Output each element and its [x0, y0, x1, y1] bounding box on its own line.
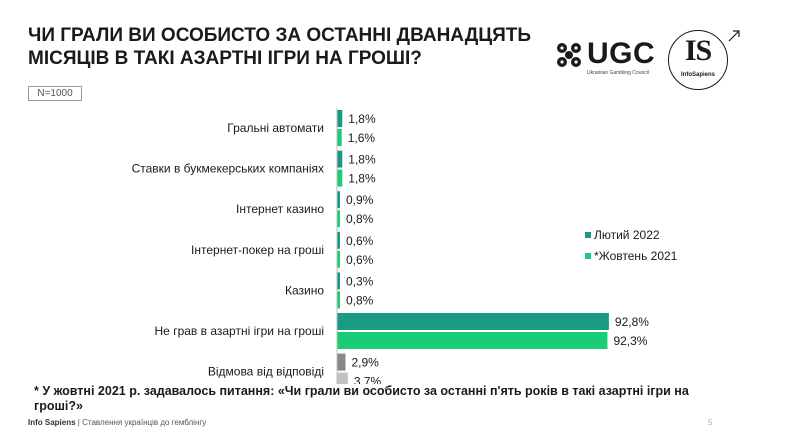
category-label: Не грав в азартні ігри на гроші — [155, 324, 324, 338]
footnote: * У жовтні 2021 р. задавалось питання: «… — [34, 384, 689, 413]
footer-separator: | — [75, 418, 83, 427]
title-line-1: ЧИ ГРАЛИ ВИ ОСОБИСТО ЗА ОСТАННІ ДВАНАДЦЯ… — [28, 25, 532, 46]
ugc-logo-text: UGC — [587, 37, 656, 70]
page-title: ЧИ ГРАЛИ ВИ ОСОБИСТО ЗА ОСТАННІ ДВАНАДЦЯ… — [28, 24, 548, 70]
legend-label: Лютий 2022 — [594, 228, 660, 242]
bar-oct-2021 — [337, 250, 340, 268]
data-label: 3,7% — [354, 375, 382, 384]
bar-chart: Гральні автомати 1,8% 1,6% Ставки в букмеке… — [132, 108, 678, 384]
footer-brand: Info Sapiens — [28, 418, 76, 427]
ugc-clover-icon — [557, 43, 581, 67]
bar-oct-2021 — [337, 129, 342, 146]
legend-swatch — [585, 232, 591, 238]
data-label: 0,3% — [346, 274, 374, 288]
footer-report-name: Ставлення українців до гемблінгу — [82, 418, 207, 427]
data-label: 2,9% — [351, 356, 379, 370]
bar-feb-2022 — [337, 313, 609, 330]
category-label: Інтернет казино — [236, 202, 324, 216]
bar-oct-2021 — [337, 291, 340, 309]
category-label: Ставки в букмекерських компаніях — [132, 162, 324, 176]
data-label: 0,9% — [346, 193, 374, 207]
bar-feb-2022 — [337, 353, 346, 371]
data-label: 92,3% — [613, 334, 647, 348]
legend-label: *Жовтень 2021 — [594, 249, 678, 263]
infosapiens-logo: IS InfoSapiens — [668, 30, 740, 96]
data-label: 1,8% — [348, 112, 376, 126]
bar-oct-2021 — [337, 332, 608, 349]
bar-feb-2022 — [337, 110, 343, 127]
bar-feb-2022 — [337, 150, 343, 168]
sample-size-badge: N=1000 — [28, 86, 82, 101]
category-label: Гральні автомати — [227, 121, 324, 135]
category-label: Інтернет-покер на гроші — [191, 243, 324, 257]
expand-arrow-icon — [728, 30, 740, 42]
category-label: Відмова від відповіді — [208, 365, 324, 379]
ugc-logo-subtitle: Ukrainian Gambling Council — [587, 70, 649, 76]
data-label: 0,6% — [346, 234, 374, 248]
infosapiens-logo-text: IS — [684, 34, 712, 67]
infosapiens-logo-subtitle: InfoSapiens — [680, 72, 715, 78]
bar-feb-2022 — [337, 231, 340, 249]
data-label: 1,6% — [348, 131, 376, 145]
ugc-logo: UGC Ukrainian Gambling Council — [554, 36, 656, 80]
bar-feb-2022 — [337, 272, 340, 290]
data-label: 0,8% — [346, 293, 374, 307]
bar-oct-2021 — [337, 372, 348, 384]
legend-swatch — [585, 253, 591, 259]
page-number: 5 — [708, 418, 713, 427]
bar-oct-2021 — [337, 210, 340, 228]
bar-feb-2022 — [337, 191, 340, 209]
title-line-2: МІСЯЦІВ В ТАКІ АЗАРТНІ ІГРИ НА ГРОШІ? — [28, 48, 422, 69]
data-label: 0,6% — [346, 253, 374, 267]
data-label: 0,8% — [346, 212, 374, 226]
data-label: 92,8% — [615, 315, 649, 329]
infosapiens-logo-ring — [668, 30, 728, 90]
data-label: 1,8% — [348, 153, 376, 167]
category-label: Казино — [285, 283, 324, 297]
data-label: 1,8% — [348, 172, 376, 186]
bar-oct-2021 — [337, 169, 343, 187]
footer: Info Sapiens | Ставлення українців до ге… — [28, 418, 206, 427]
